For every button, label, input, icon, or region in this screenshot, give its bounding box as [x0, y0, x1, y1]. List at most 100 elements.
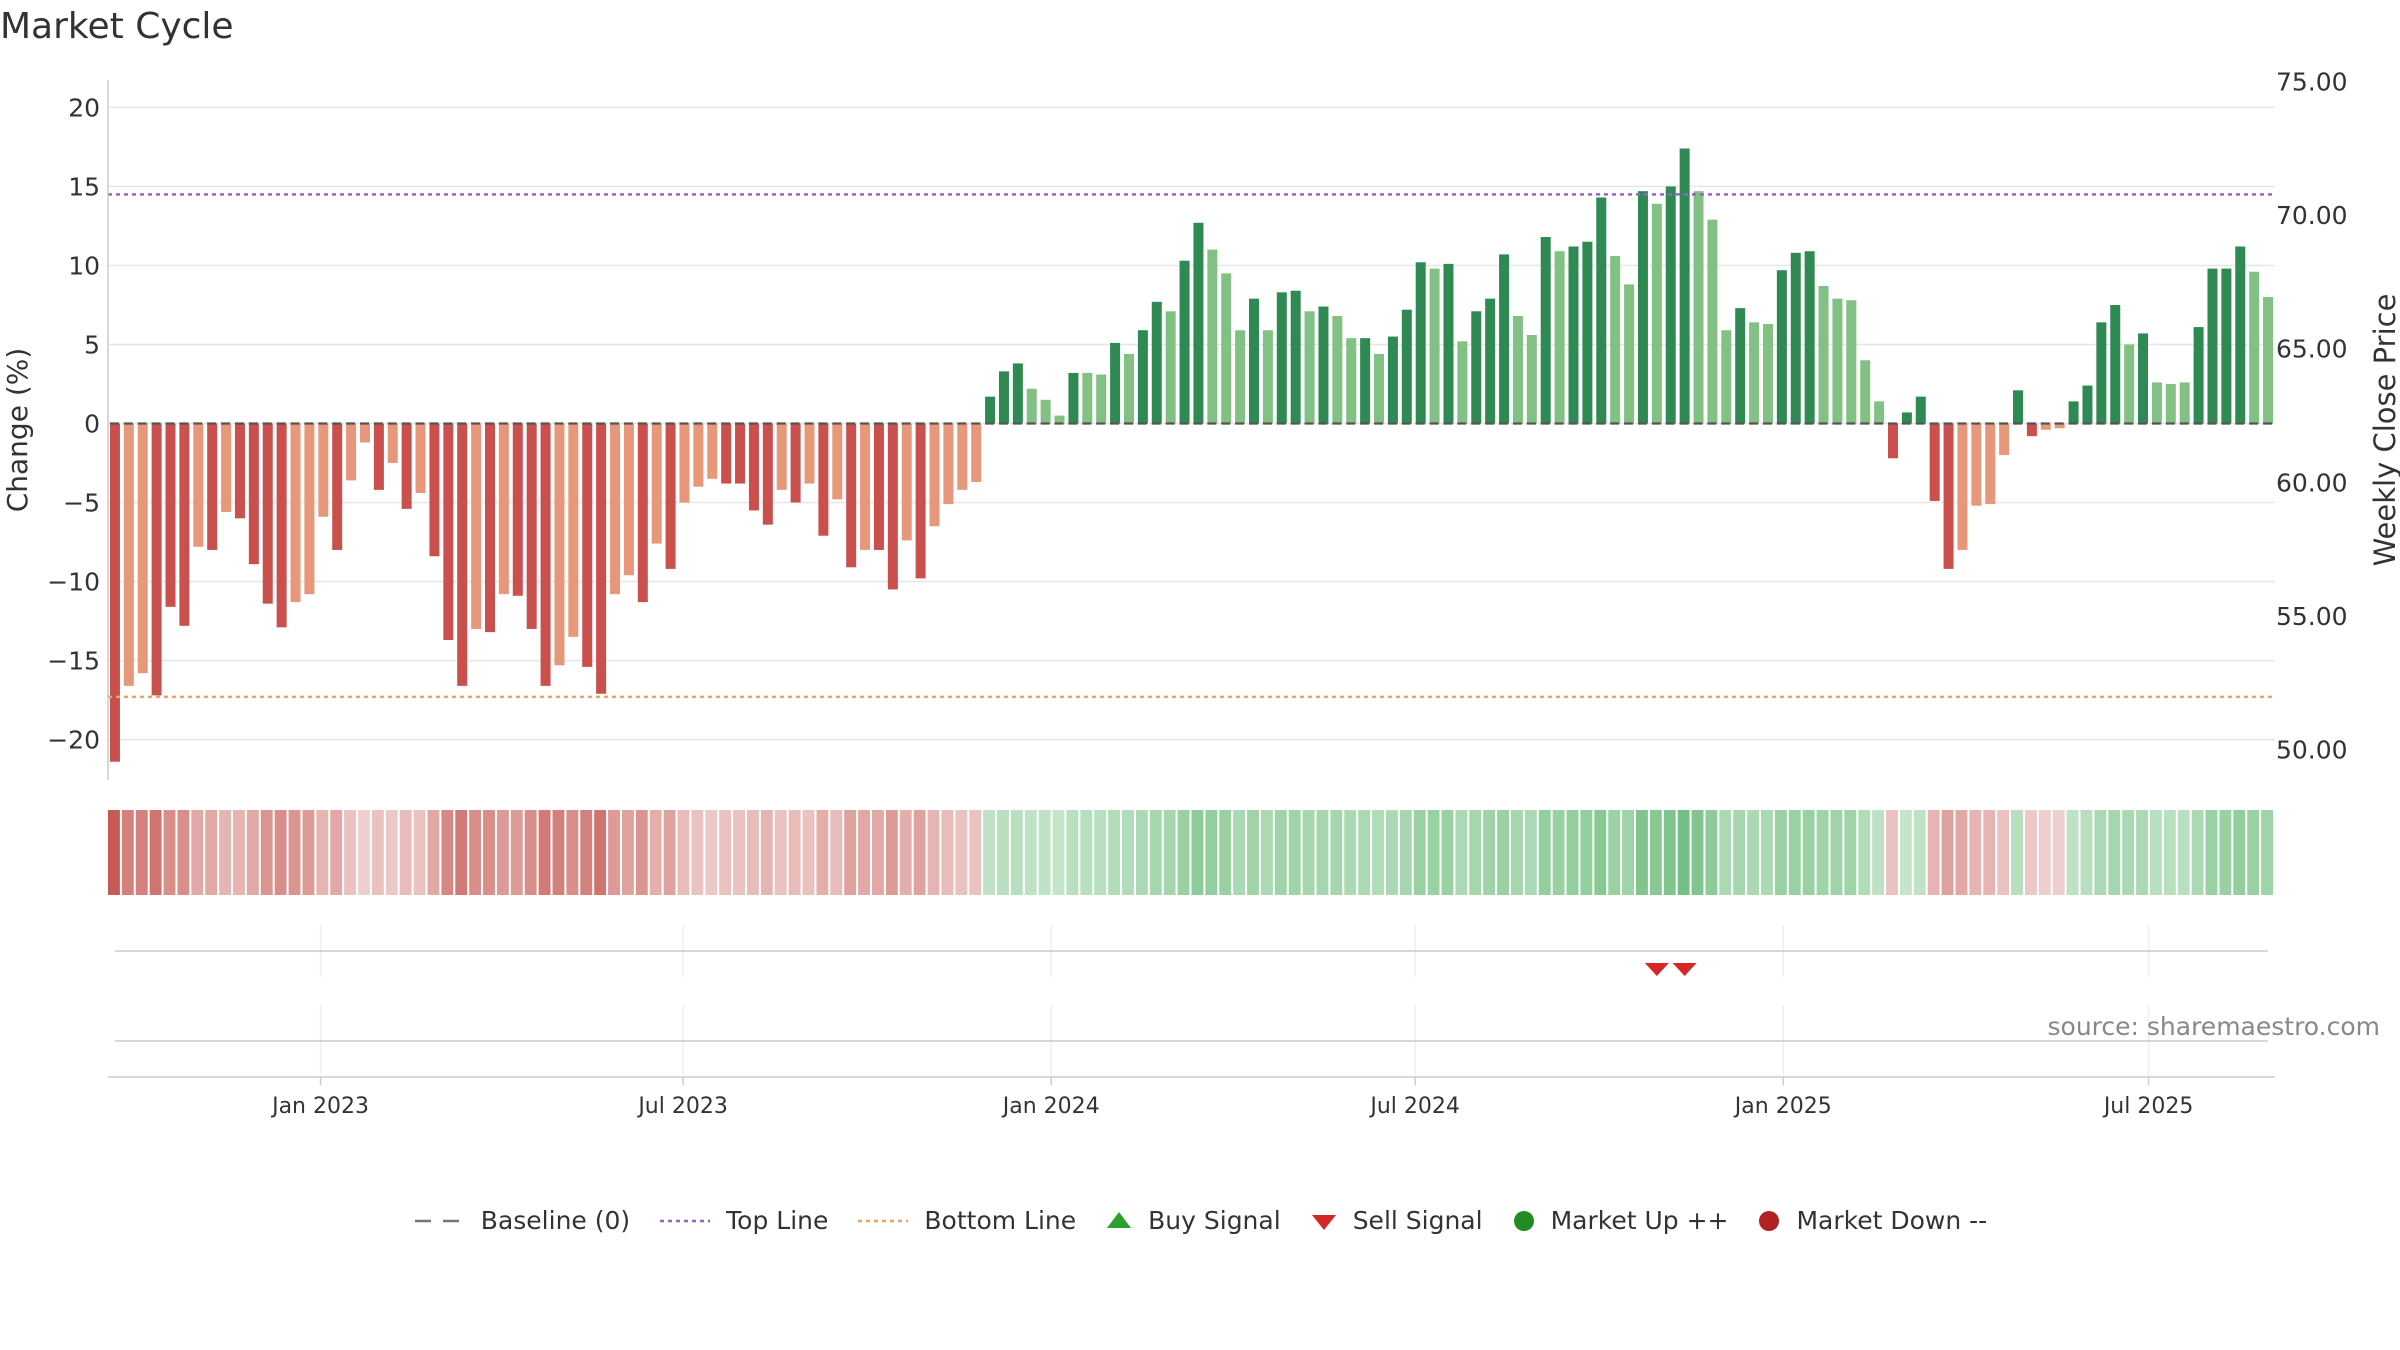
regime-cell [177, 810, 190, 895]
bar [804, 423, 815, 484]
bar [1151, 301, 1162, 424]
regime-cell [2163, 810, 2176, 895]
bar [123, 423, 134, 686]
regime-cell [1441, 810, 1454, 895]
legend-top-line[interactable]: Top Line [658, 1206, 828, 1235]
y-tick-label: 15 [68, 172, 100, 201]
regime-strip [108, 810, 2273, 895]
regime-cell [1455, 810, 1468, 895]
bar [985, 396, 996, 424]
bar [1637, 191, 1648, 424]
bar [193, 423, 204, 547]
regime-cell [719, 810, 732, 895]
legend-sell-signal[interactable]: Sell Signal [1309, 1206, 1483, 1235]
regime-cell [2177, 810, 2190, 895]
legend-baseline-symbol [414, 1219, 465, 1222]
regime-cell [1691, 810, 1704, 895]
bar [2235, 246, 2246, 424]
bar [471, 423, 482, 629]
grid-layer [108, 106, 2275, 741]
bar [623, 423, 634, 576]
y-tick-label: 20 [68, 93, 100, 122]
bar [582, 423, 593, 667]
bar [1221, 273, 1232, 424]
bar [1054, 415, 1065, 424]
legend-bottom-line[interactable]: Bottom Line [856, 1206, 1076, 1235]
bar [748, 423, 759, 511]
bar [179, 423, 190, 626]
legend-market-up-icon [1513, 1210, 1534, 1231]
regime-cell [149, 810, 162, 895]
regime-cell [1177, 810, 1190, 895]
bar [1096, 374, 1107, 424]
regime-cell [219, 810, 232, 895]
bar [1387, 336, 1398, 424]
bar [1929, 423, 1940, 501]
regime-cell [1997, 810, 2010, 895]
bar [2096, 322, 2107, 424]
bar [1235, 330, 1246, 424]
legend-baseline[interactable]: Baseline (0) [413, 1206, 630, 1235]
regime-cell [246, 810, 259, 895]
bar [651, 423, 662, 544]
regime-cell [566, 810, 579, 895]
regime-cell [1830, 810, 1843, 895]
regime-cell [830, 810, 843, 895]
bar [457, 423, 468, 686]
regime-cell [1622, 810, 1635, 895]
bar [1832, 298, 1843, 424]
bar [596, 423, 607, 694]
bar [1012, 363, 1023, 424]
bar [957, 423, 968, 490]
regime-cell [302, 810, 315, 895]
regime-cell [2261, 810, 2273, 895]
signal-panel [115, 925, 2268, 1075]
regime-cell [1663, 810, 1676, 895]
bar [568, 423, 579, 637]
bar [526, 423, 537, 629]
sell-signal-marker [1644, 963, 1669, 976]
regime-cell [1969, 810, 1982, 895]
bar [304, 423, 315, 595]
legend-buy-signal-label: Buy Signal [1148, 1206, 1281, 1235]
regime-cell [371, 810, 384, 895]
bar [2263, 297, 2274, 424]
regime-cell [2024, 810, 2037, 895]
regime-cell [899, 810, 912, 895]
regime-cell [2038, 810, 2051, 895]
bar [1262, 330, 1273, 424]
bar [207, 423, 218, 550]
regime-cell [1260, 810, 1273, 895]
x-tick-label: Jan 2025 [1733, 1094, 1832, 1119]
regime-cell [2011, 810, 2023, 895]
regime-cell [510, 810, 523, 895]
regime-cell [1330, 810, 1343, 895]
regime-cell [1913, 810, 1926, 895]
regime-cell [1066, 810, 1079, 895]
regime-cell [2108, 810, 2121, 895]
bar [359, 423, 370, 443]
chart-title: Market Cycle [0, 6, 234, 47]
bar [262, 423, 273, 604]
regime-cell [1636, 810, 1648, 895]
bar [540, 423, 551, 686]
legend-buy-signal[interactable]: Buy Signal [1104, 1206, 1281, 1235]
bar [1943, 423, 1954, 569]
bar [1721, 330, 1732, 424]
regime-cell [344, 810, 357, 895]
legend-market-down[interactable]: Market Down -- [1756, 1206, 1987, 1235]
bar [2110, 304, 2121, 424]
bar [485, 423, 496, 633]
bar [665, 423, 676, 569]
regime-cell [163, 810, 176, 895]
bar [429, 423, 440, 557]
regime-cell [2066, 810, 2079, 895]
bar [998, 371, 1009, 424]
bar [1360, 338, 1371, 424]
regime-cell [1219, 810, 1232, 895]
legend-market-up[interactable]: Market Up ++ [1511, 1206, 1728, 1235]
x-tick-label: Jan 2024 [1001, 1094, 1100, 1119]
bar [234, 423, 245, 519]
regime-cell [483, 810, 495, 895]
bar [1887, 423, 1898, 459]
